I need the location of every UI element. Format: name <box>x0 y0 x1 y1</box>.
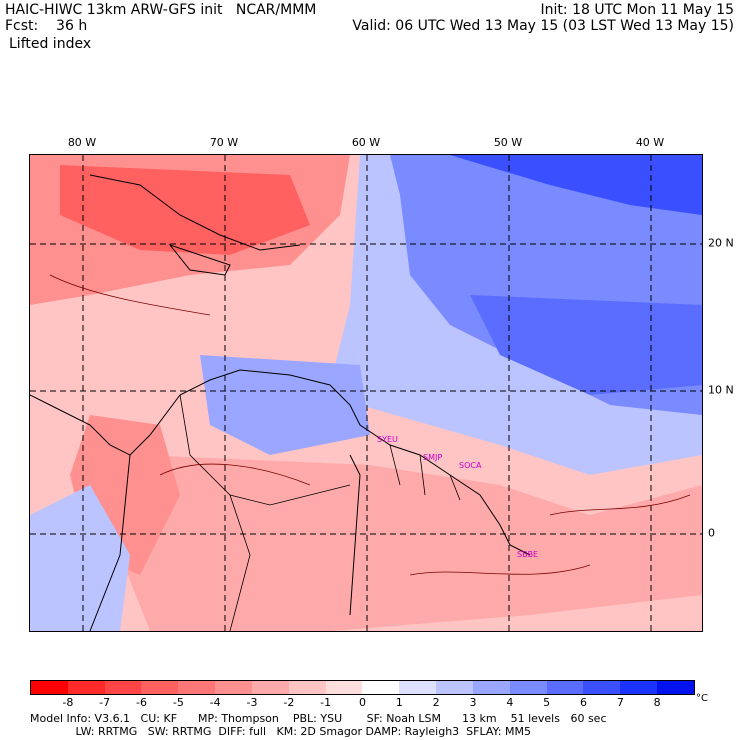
unstable-region-south <box>120 455 702 631</box>
colorbar-segment <box>399 681 437 694</box>
colorbar-segment <box>546 681 584 694</box>
colorbar-segment <box>583 681 621 694</box>
colorbar-segment <box>178 681 216 694</box>
lon-label-40w: 40 W <box>635 136 665 149</box>
colorbar-segment <box>472 681 510 694</box>
zero-contours <box>49 274 691 576</box>
colorbar-tick-label: 3 <box>469 696 477 709</box>
colorbar-segment <box>31 681 68 694</box>
colorbar-tick-label: -4 <box>209 696 221 709</box>
lon-label-80w: 80 W <box>67 136 97 149</box>
colorbar-segment <box>362 681 400 694</box>
map-panel: SYEU SMJP SOCA SBBE <box>29 154 703 632</box>
lat-label-20n: 20 N <box>708 236 734 250</box>
station-smjp: SMJP <box>423 453 442 462</box>
colorbar-tick-label: 4 <box>506 696 514 709</box>
colorbar-tick-label: -6 <box>136 696 147 709</box>
colorbar-segment <box>620 681 658 694</box>
colorbar-segment <box>104 681 142 694</box>
lat-label-10n: 10 N <box>708 383 734 397</box>
colorbar-tick-label: 8 <box>653 696 661 709</box>
colorbar-tick-label: -5 <box>172 696 184 709</box>
station-sbbe: SBBE <box>517 550 538 559</box>
lon-label-60w: 60 W <box>351 136 381 149</box>
colorbar-segment <box>325 681 363 694</box>
colorbar-tick-label: -2 <box>283 696 295 709</box>
lon-label-50w: 50 W <box>493 136 523 149</box>
header-title: HAIC-HIWC 13km ARW-GFS init NCAR/MMM <box>5 2 317 18</box>
colorbar-tick-label: 2 <box>432 696 440 709</box>
stable-region-max <box>450 155 702 215</box>
station-syeu: SYEU <box>377 435 398 444</box>
station-labels: SYEU SMJP SOCA SBBE <box>377 435 538 559</box>
colorbar-tick-label: 5 <box>543 696 551 709</box>
colorbar-segment <box>215 681 252 694</box>
colorbar-segment <box>436 681 473 694</box>
lon-label-70w: 70 W <box>209 136 239 149</box>
colorbar-tick-label: 6 <box>580 696 587 709</box>
colorbar-segment <box>657 681 694 694</box>
country-borders <box>179 394 461 631</box>
colorbar-tick-label: 7 <box>616 696 624 709</box>
header-init-time: Init: 18 UTC Mon 11 May 15 <box>540 2 734 18</box>
colorbar-segment <box>251 681 289 694</box>
coastlines <box>30 174 531 631</box>
pacific-stable <box>30 485 130 631</box>
header-forecast-hour: Fcst: 36 h <box>5 18 88 34</box>
header-valid-time: Valid: 06 UTC Wed 13 May 15 (03 LST Wed … <box>352 18 734 34</box>
colorbar-tick-label: -1 <box>320 696 332 709</box>
station-soca: SOCA <box>459 461 482 470</box>
colorbar-segment <box>141 681 179 694</box>
colorbar-tick-label: 0 <box>359 696 366 709</box>
colorbar-tick-label: -8 <box>62 696 74 709</box>
caribbean-stable <box>200 355 370 455</box>
colorbar-segment <box>288 681 326 694</box>
colorbar-tick-label: -3 <box>246 696 258 709</box>
model-info-line1: Model Info: V3.6.1 CU: KF MP: Thompson P… <box>30 712 607 725</box>
field-name: Lifted index <box>9 36 92 52</box>
lifted-index-map: SYEU SMJP SOCA SBBE <box>30 155 702 631</box>
unstable-region-north-core <box>60 165 310 255</box>
lat-label-0: 0 <box>708 526 715 540</box>
stable-band-south <box>470 295 702 395</box>
colorbar-unit: °C <box>696 693 708 704</box>
colorbar-segment <box>509 681 547 694</box>
colorbar <box>30 680 695 695</box>
colorbar-tick-label: 1 <box>395 696 403 709</box>
graticule <box>30 155 702 631</box>
colorbar-tick-label: -7 <box>99 696 111 709</box>
colorbar-segment <box>67 681 105 694</box>
model-info-line2: LW: RRTMG SW: RRTMG DIFF: full KM: 2D Sm… <box>30 725 531 738</box>
